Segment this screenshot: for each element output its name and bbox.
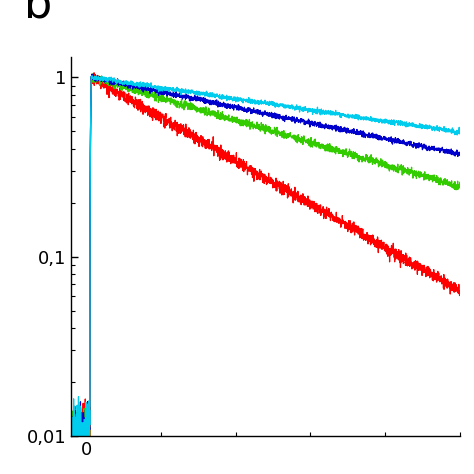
Text: b: b: [25, 0, 53, 27]
